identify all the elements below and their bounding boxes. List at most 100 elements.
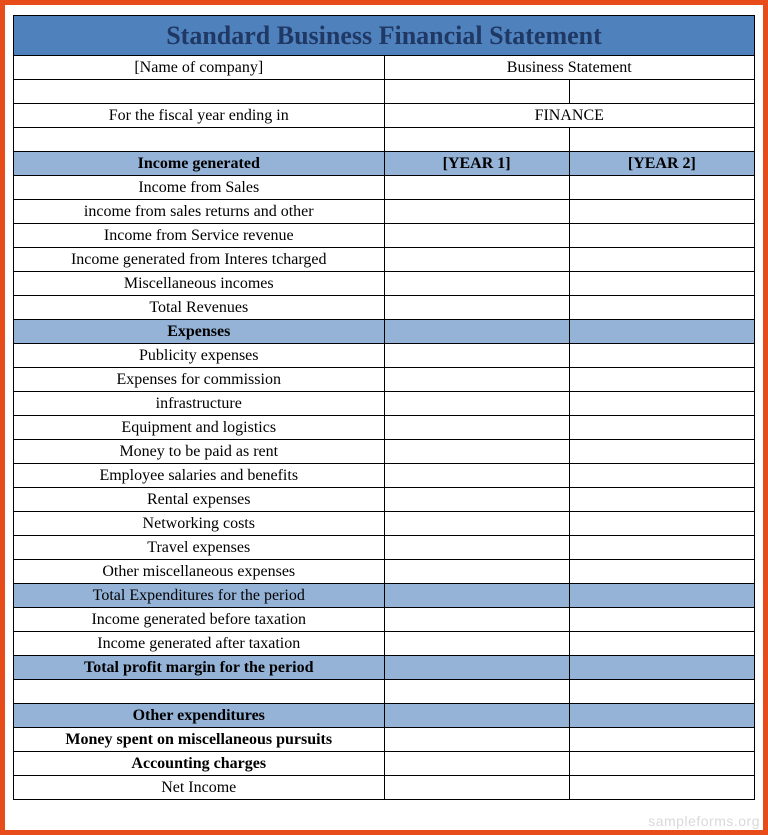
table-row: Income generated before taxation: [14, 608, 755, 632]
table-cell: [384, 416, 569, 440]
table-cell: [YEAR 2]: [569, 152, 754, 176]
table-cell: [569, 80, 754, 104]
table-row: Net Income: [14, 776, 755, 800]
table-cell: [384, 200, 569, 224]
table-cell: [569, 416, 754, 440]
table-cell: [384, 752, 569, 776]
table-cell: [384, 320, 569, 344]
table-cell: [569, 128, 754, 152]
table-cell: [569, 440, 754, 464]
watermark-text: sampleforms.org: [648, 813, 760, 829]
table-cell: [384, 776, 569, 800]
table-cell: [384, 728, 569, 752]
table-cell: Employee salaries and benefits: [14, 464, 385, 488]
table-cell: [384, 632, 569, 656]
table-cell: [384, 512, 569, 536]
table-cell: [569, 176, 754, 200]
table-cell: Networking costs: [14, 512, 385, 536]
table-cell: [569, 224, 754, 248]
table-cell: [384, 368, 569, 392]
table-cell: [384, 536, 569, 560]
table-cell: Expenses: [14, 320, 385, 344]
table-cell: [569, 200, 754, 224]
table-cell: [569, 752, 754, 776]
table-row: Publicity expenses: [14, 344, 755, 368]
table-cell: [384, 224, 569, 248]
table-cell: [569, 248, 754, 272]
table-cell: Miscellaneous incomes: [14, 272, 385, 296]
table-row: Money spent on miscellaneous pursuits: [14, 728, 755, 752]
table-row: [14, 680, 755, 704]
financial-statement-table: Standard Business Financial Statement[Na…: [13, 15, 755, 800]
table-cell: Total profit margin for the period: [14, 656, 385, 680]
table-cell: [YEAR 1]: [384, 152, 569, 176]
table-cell: Income from Sales: [14, 176, 385, 200]
table-row: Income generated[YEAR 1][YEAR 2]: [14, 152, 755, 176]
table-cell: [384, 272, 569, 296]
table-cell: Other expenditures: [14, 704, 385, 728]
table-cell: [569, 296, 754, 320]
table-cell: [569, 272, 754, 296]
table-cell: [569, 512, 754, 536]
table-cell: [14, 128, 385, 152]
table-cell: [569, 344, 754, 368]
table-row: Other miscellaneous expenses: [14, 560, 755, 584]
table-cell: Accounting charges: [14, 752, 385, 776]
table-cell: [569, 368, 754, 392]
table-cell: Income generated after taxation: [14, 632, 385, 656]
table-row: Expenses: [14, 320, 755, 344]
table-cell: Income generated before taxation: [14, 608, 385, 632]
table-cell: Other miscellaneous expenses: [14, 560, 385, 584]
table-cell: Business Statement: [384, 56, 755, 80]
table-cell: [384, 584, 569, 608]
table-cell: [569, 728, 754, 752]
document-frame: Standard Business Financial Statement[Na…: [0, 0, 768, 835]
table-row: Income from Sales: [14, 176, 755, 200]
table-cell: [569, 536, 754, 560]
table-cell: income from sales returns and other: [14, 200, 385, 224]
table-cell: For the fiscal year ending in: [14, 104, 385, 128]
table-row: Total profit margin for the period: [14, 656, 755, 680]
table-cell: [Name of company]: [14, 56, 385, 80]
table-cell: [569, 584, 754, 608]
table-row: [14, 128, 755, 152]
table-cell: [569, 704, 754, 728]
table-row: Employee salaries and benefits: [14, 464, 755, 488]
table-cell: FINANCE: [384, 104, 755, 128]
table-row: Equipment and logistics: [14, 416, 755, 440]
table-cell: Travel expenses: [14, 536, 385, 560]
table-row: [14, 80, 755, 104]
table-row: Other expenditures: [14, 704, 755, 728]
table-cell: Total Expenditures for the period: [14, 584, 385, 608]
table-row: [Name of company]Business Statement: [14, 56, 755, 80]
table-cell: [384, 128, 569, 152]
table-cell: [569, 560, 754, 584]
table-row: Accounting charges: [14, 752, 755, 776]
table-cell: [569, 488, 754, 512]
table-row: infrastructure: [14, 392, 755, 416]
table-cell: [384, 704, 569, 728]
table-row: For the fiscal year ending inFINANCE: [14, 104, 755, 128]
table-cell: [569, 464, 754, 488]
table-cell: [569, 320, 754, 344]
table-cell: Money spent on miscellaneous pursuits: [14, 728, 385, 752]
table-cell: [569, 632, 754, 656]
table-cell: Equipment and logistics: [14, 416, 385, 440]
table-row: Rental expenses: [14, 488, 755, 512]
table-cell: [384, 440, 569, 464]
table-cell: Publicity expenses: [14, 344, 385, 368]
table-body: Standard Business Financial Statement[Na…: [14, 16, 755, 800]
table-cell: [14, 80, 385, 104]
document-title: Standard Business Financial Statement: [14, 16, 755, 56]
table-row: Miscellaneous incomes: [14, 272, 755, 296]
table-cell: infrastructure: [14, 392, 385, 416]
table-row: Travel expenses: [14, 536, 755, 560]
table-cell: [384, 392, 569, 416]
table-cell: [14, 680, 385, 704]
table-cell: Total Revenues: [14, 296, 385, 320]
table-row: Money to be paid as rent: [14, 440, 755, 464]
table-cell: [384, 80, 569, 104]
table-cell: [384, 296, 569, 320]
table-cell: [384, 608, 569, 632]
table-cell: [384, 176, 569, 200]
